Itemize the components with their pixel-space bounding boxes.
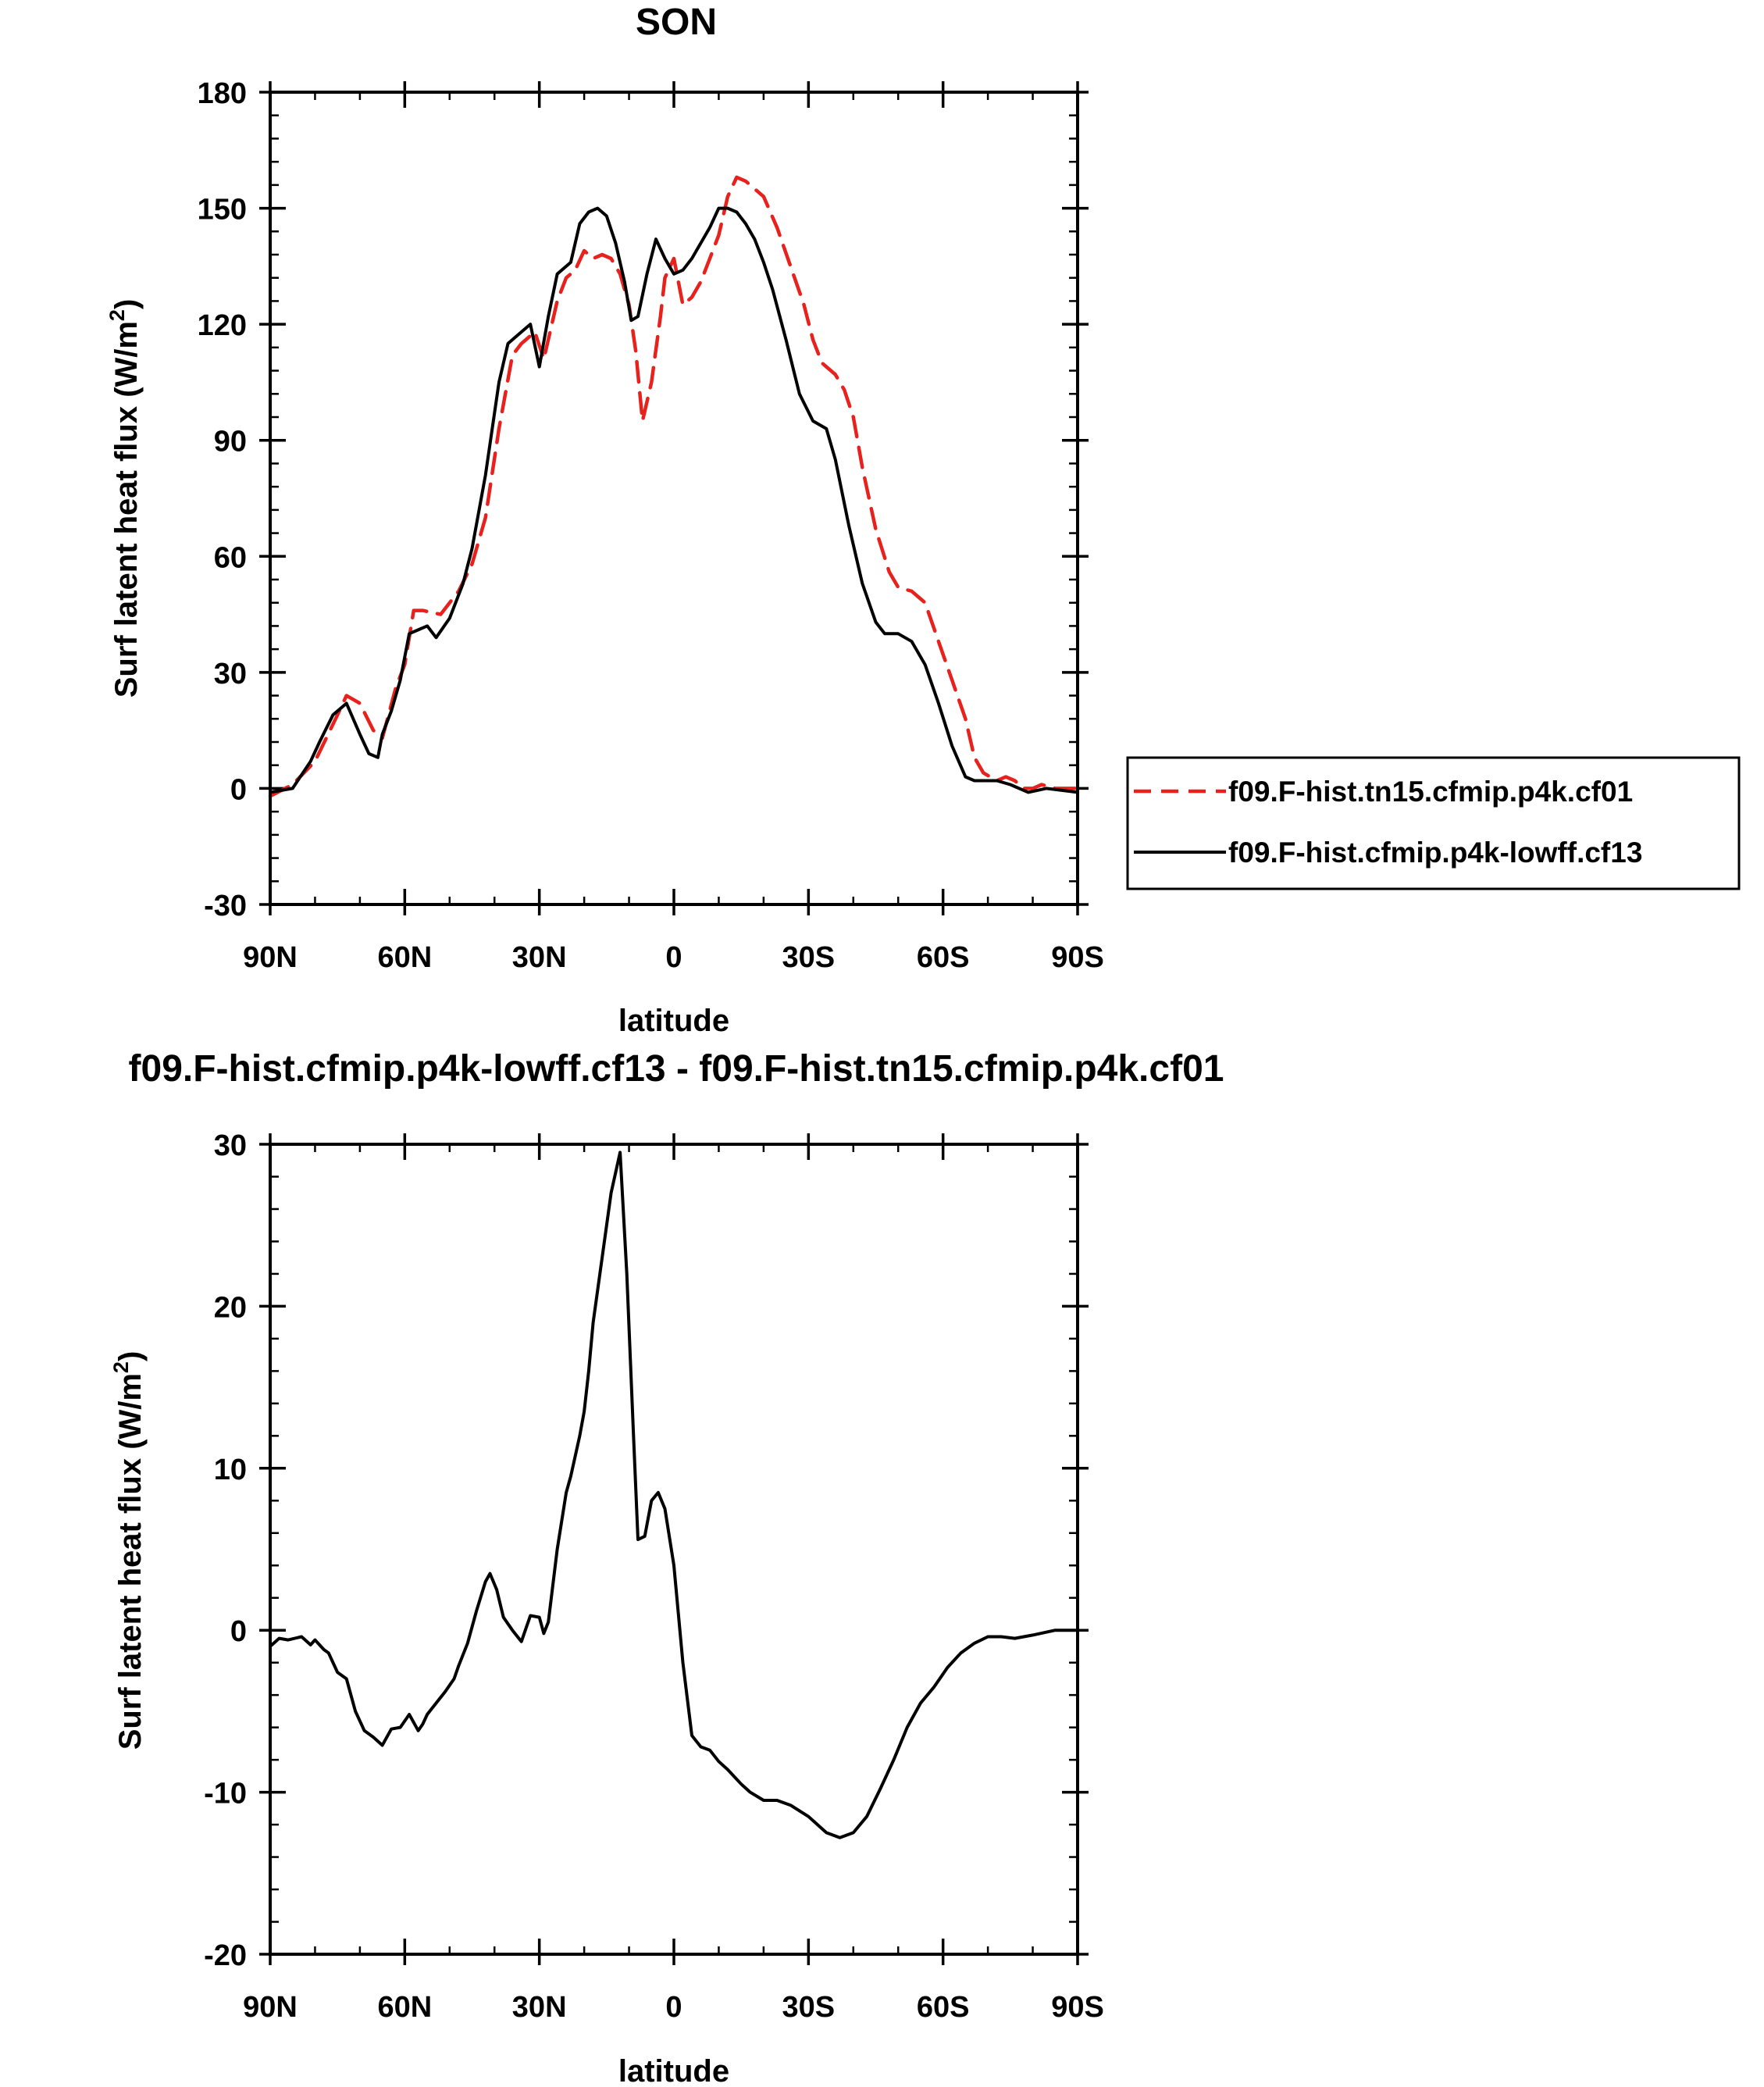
bottom-chart-x-tick-labels: 90N 60N 30N 0 30S 60S 90S: [243, 1991, 1104, 2024]
x-tick-label: 90S: [1051, 941, 1104, 974]
top-chart-frame: [269, 91, 1079, 906]
y-tick-label: 20: [214, 1291, 247, 1324]
top-chart-series-line-2: [269, 206, 1079, 794]
y-tick-label: -10: [204, 1778, 247, 1811]
y-tick-label: 150: [198, 194, 247, 227]
y-tick-label: 30: [214, 1129, 247, 1162]
y-tick-label: 120: [198, 309, 247, 342]
x-tick-label: 90N: [243, 1991, 298, 2024]
y-tick-label: -30: [204, 890, 247, 922]
top-chart-y-axis-label-close: ): [109, 299, 144, 309]
x-tick-label: 0: [665, 1991, 682, 2024]
top-chart-y-axis-label-sup: 2: [105, 309, 129, 321]
bottom-chart: f09.F-hist.cfmip.p4k-lowff.cf13 - f09.F-…: [109, 1048, 1224, 2087]
x-tick-label: 30N: [512, 941, 567, 974]
x-tick-label: 60S: [917, 941, 970, 974]
legend: f09.F-hist.tn15.cfmip.p4k.cf01 f09.F-his…: [1126, 756, 1741, 890]
x-tick-label: 60N: [377, 1991, 432, 2024]
top-chart-series-line-1: [268, 175, 1080, 798]
bottom-chart-x-axis-label: latitude: [618, 2054, 729, 2087]
x-tick-label: 90N: [243, 941, 298, 974]
bottom-chart-series: [269, 1151, 1079, 1839]
bottom-chart-y-axis-label-main: Surf latent heat flux (W/m: [113, 1373, 148, 1750]
bottom-chart-y-axis-label-close: ): [113, 1351, 148, 1361]
top-chart-y-axis-label-main: Surf latent heat flux (W/m: [109, 321, 144, 697]
y-tick-label: 60: [214, 541, 247, 574]
top-chart-y-tick-labels: -30 0 30 60 90 120 150 180: [198, 77, 247, 922]
x-tick-label: 30N: [512, 1991, 567, 2024]
bottom-chart-y-axis-label: Surf latent heat flux (W/m2): [109, 1351, 148, 1750]
x-tick-label: 30S: [782, 941, 836, 974]
y-tick-label: 180: [198, 77, 247, 110]
top-chart-major-ticks: [259, 81, 1089, 915]
legend-box: [1126, 756, 1741, 890]
bottom-chart-title: f09.F-hist.cfmip.p4k-lowff.cf13 - f09.F-…: [129, 1048, 1224, 1090]
x-tick-label: 0: [665, 941, 682, 974]
bottom-chart-series-line-1: [269, 1151, 1079, 1839]
bottom-chart-y-axis-label-sup: 2: [109, 1361, 133, 1373]
y-tick-label: 10: [214, 1454, 247, 1486]
legend-label-cf01: f09.F-hist.tn15.cfmip.p4k.cf01: [1228, 776, 1633, 808]
top-chart-minor-ticks: [270, 92, 1078, 904]
top-chart: SON -30 0 30 60 90 120 150 180 90N 60N 30N 0 30S 60S…: [105, 2, 1741, 1038]
bottom-chart-major-ticks: [259, 1133, 1089, 1965]
y-tick-label: 90: [214, 426, 247, 458]
y-tick-label: 0: [230, 773, 247, 806]
top-chart-y-axis-label: Surf latent heat flux (W/m2): [105, 299, 144, 698]
x-tick-label: 60S: [917, 1991, 970, 2024]
top-chart-series: [268, 175, 1080, 798]
top-chart-x-tick-labels: 90N 60N 30N 0 30S 60S 90S: [243, 941, 1104, 974]
x-tick-label: 90S: [1051, 1991, 1104, 2024]
y-tick-label: 0: [230, 1615, 247, 1648]
bottom-chart-y-tick-labels: -20 -10 0 10 20 30: [204, 1129, 247, 1972]
y-tick-label: -20: [204, 1939, 247, 1972]
x-tick-label: 30S: [782, 1991, 836, 2024]
bottom-chart-frame: [269, 1143, 1079, 1956]
y-tick-label: 30: [214, 658, 247, 690]
legend-label-cf13: f09.F-hist.cfmip.p4k-lowff.cf13: [1228, 837, 1642, 869]
bottom-chart-minor-ticks: [270, 1144, 1078, 1954]
top-chart-x-axis-label: latitude: [618, 1004, 729, 1038]
top-chart-title: SON: [636, 2, 717, 43]
x-tick-label: 60N: [377, 941, 432, 974]
